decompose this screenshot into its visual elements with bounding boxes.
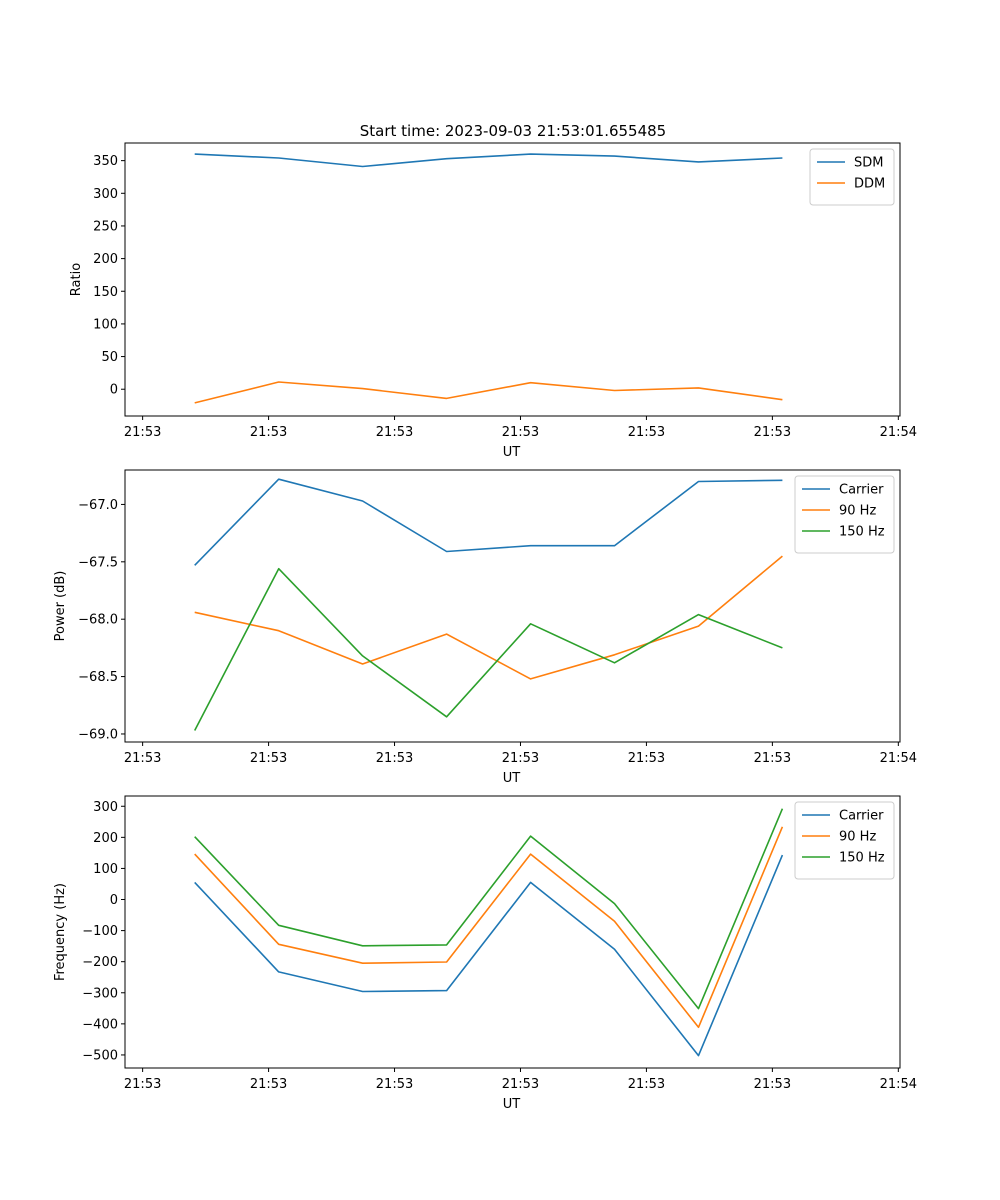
power-xtick-label: 21:53 bbox=[628, 751, 665, 766]
power-xtick-label: 21:53 bbox=[376, 751, 413, 766]
ratio-ytick-label: 200 bbox=[93, 252, 118, 267]
ratio-ytick-label: 350 bbox=[93, 154, 118, 169]
ratio-legend-label: DDM bbox=[854, 177, 885, 192]
frequency-xtick-label: 21:53 bbox=[628, 1077, 665, 1092]
frequency-ytick-label: 0 bbox=[110, 893, 118, 908]
power-xtick-label: 21:53 bbox=[502, 751, 539, 766]
power-xtick-label: 21:53 bbox=[754, 751, 791, 766]
ratio-xlabel: UT bbox=[503, 445, 521, 460]
ratio-ytick-label: 150 bbox=[93, 285, 118, 300]
power-ylabel: Power (dB) bbox=[53, 571, 68, 642]
ratio-ytick-label: 0 bbox=[110, 383, 118, 398]
ratio-ytick-label: 50 bbox=[101, 350, 118, 365]
ratio-ytick-label: 300 bbox=[93, 187, 118, 202]
power-xtick-label: 21:53 bbox=[124, 751, 161, 766]
ratio-xtick-label: 21:53 bbox=[754, 425, 791, 440]
frequency-xlabel: UT bbox=[503, 1097, 521, 1112]
power-series-carrier-line bbox=[194, 478, 783, 566]
frequency-xtick-label: 21:53 bbox=[124, 1077, 161, 1092]
frequency-xtick-label: 21:53 bbox=[250, 1077, 287, 1092]
power-ytick-label: −69.0 bbox=[78, 727, 118, 742]
frequency-ytick-label: −200 bbox=[82, 955, 118, 970]
frequency-ytick-label: −300 bbox=[82, 986, 118, 1001]
frequency-legend-box bbox=[794, 801, 895, 880]
frequency-series-150-hz-line bbox=[194, 808, 784, 1010]
power-legend-box bbox=[794, 475, 895, 554]
ratio-xtick-label: 21:53 bbox=[628, 425, 665, 440]
plots-container: 0 50 100 150 200 250 300 350 21:53 21:53 21:53 21:5… bbox=[53, 142, 917, 1112]
power-ytick-label: −67.5 bbox=[78, 555, 118, 570]
frequency-legend-label: 90 Hz bbox=[839, 830, 876, 845]
power-legend: Carrier 90 Hz 150 Hz bbox=[794, 475, 895, 554]
frequency-xtick-label: 21:53 bbox=[376, 1077, 413, 1092]
power-ytick-label: −68.0 bbox=[78, 613, 118, 628]
ratio-ytick-label: 250 bbox=[93, 219, 118, 234]
power-xtick-label: 21:53 bbox=[250, 751, 287, 766]
power-legend-label: 90 Hz bbox=[839, 504, 876, 519]
frequency-legend: Carrier 90 Hz 150 Hz bbox=[794, 801, 895, 880]
ratio-xtick-label: 21:54 bbox=[880, 425, 917, 440]
ratio-series-sdm-line bbox=[194, 153, 783, 168]
frequency-axes-frame bbox=[124, 795, 901, 1069]
ratio-panel: 0 50 100 150 200 250 300 350 21:53 21:53 21:53 21:5… bbox=[69, 142, 917, 460]
frequency-ylabel: Frequency (Hz) bbox=[53, 883, 68, 981]
ratio-legend: SDM DDM bbox=[809, 148, 895, 206]
power-series-150-hz-line bbox=[193, 567, 783, 731]
power-xlabel: UT bbox=[503, 771, 521, 786]
frequency-xtick-label: 21:54 bbox=[880, 1077, 917, 1092]
ratio-legend-box bbox=[809, 148, 895, 206]
ratio-ylabel: Ratio bbox=[69, 263, 84, 296]
frequency-ytick-label: 200 bbox=[93, 831, 118, 846]
frequency-ytick-label: −400 bbox=[82, 1017, 118, 1032]
ratio-legend-label: SDM bbox=[854, 156, 883, 171]
ratio-axes-frame bbox=[124, 142, 901, 417]
frequency-ytick-label: −100 bbox=[82, 924, 118, 939]
frequency-ytick-label: 100 bbox=[93, 862, 118, 877]
frequency-series-90-hz-line bbox=[194, 826, 784, 1029]
power-series-90-hz-line bbox=[194, 555, 783, 680]
frequency-xtick-label: 21:53 bbox=[502, 1077, 539, 1092]
figure-title: Start time: 2023-09-03 21:53:01.655485 bbox=[360, 122, 666, 140]
power-ytick-label: −68.5 bbox=[78, 670, 118, 685]
ratio-xtick-label: 21:53 bbox=[124, 425, 161, 440]
power-panel: −69.0 −68.5 −68.0 −67.5 −67.0 21:53 21:53 21:53… bbox=[53, 469, 917, 786]
frequency-ytick-label: −500 bbox=[82, 1048, 118, 1063]
frequency-ytick-label: 300 bbox=[93, 800, 118, 815]
ratio-xtick-label: 21:53 bbox=[502, 425, 539, 440]
ratio-xtick-label: 21:53 bbox=[250, 425, 287, 440]
power-axes-frame bbox=[124, 469, 901, 743]
power-ytick-label: −67.0 bbox=[78, 498, 118, 513]
ratio-series-ddm-line bbox=[194, 381, 783, 404]
power-xtick-label: 21:54 bbox=[880, 751, 917, 766]
power-legend-label: Carrier bbox=[839, 483, 884, 498]
frequency-legend-label: 150 Hz bbox=[839, 851, 885, 866]
frequency-legend-label: Carrier bbox=[839, 809, 884, 824]
frequency-panel: −500 −400 −300 −200 −100 0 100 200 300 21:53 21:53… bbox=[53, 795, 917, 1112]
ratio-ytick-label: 100 bbox=[93, 317, 118, 332]
power-legend-label: 150 Hz bbox=[839, 525, 885, 540]
frequency-xtick-label: 21:53 bbox=[754, 1077, 791, 1092]
ratio-xtick-label: 21:53 bbox=[376, 425, 413, 440]
frequency-series-carrier-line bbox=[194, 854, 784, 1057]
